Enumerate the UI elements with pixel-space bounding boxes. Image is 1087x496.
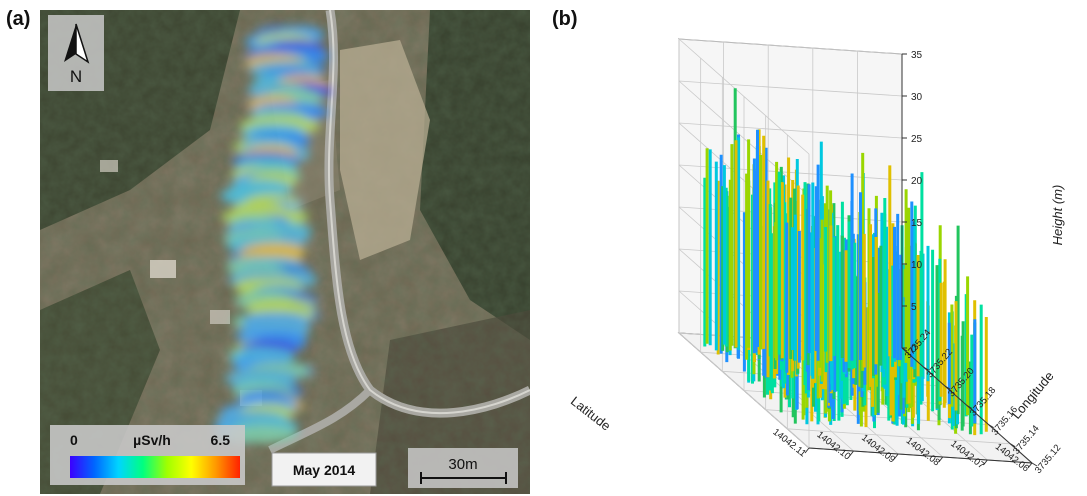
north-arrow: N (48, 15, 104, 91)
z-tick-label: 10 (911, 260, 923, 271)
date-box: May 2014 (271, 452, 377, 487)
colorbar-max: 6.5 (211, 432, 231, 448)
z-tick-label: 25 (911, 134, 923, 145)
z-tick-label: 35 (911, 50, 923, 61)
north-letter: N (70, 67, 82, 86)
panel-label-a: (a) (6, 8, 31, 30)
z-tick-label: 15 (911, 218, 923, 229)
colorbar-unit: µSv/h (133, 432, 171, 448)
longitude-tick-label: 3735.12 (1033, 443, 1064, 476)
colorbar-gradient (70, 456, 240, 478)
colorbar-min: 0 (70, 432, 78, 448)
panel-label-b: (b) (552, 8, 578, 30)
z-tick-label: 5 (911, 302, 917, 313)
dose-rate-overlay (214, 26, 332, 443)
aerial-map: N 0 µSv/h 6.5 May 2014 30m (40, 10, 530, 494)
z-axis-ticks: 0 5 10 15 20 25 30 35 (901, 50, 923, 355)
longitude-tick-label: 3735.14 (1011, 423, 1042, 456)
z-tick-label: 30 (911, 92, 923, 103)
z-axis-label: Height (m) (1050, 185, 1065, 246)
latitude-axis-label: Latitude (568, 393, 614, 433)
z-tick-label: 0 (911, 344, 917, 355)
colorbar: 0 µSv/h 6.5 (50, 425, 245, 485)
z-tick-label: 20 (911, 176, 923, 187)
date-label: May 2014 (293, 462, 355, 478)
plot-bars (703, 88, 988, 436)
longitude-axis-label: Longitude (1008, 368, 1056, 421)
scale-bar: 30m (408, 448, 518, 488)
scale-bar-label: 30m (448, 456, 477, 473)
